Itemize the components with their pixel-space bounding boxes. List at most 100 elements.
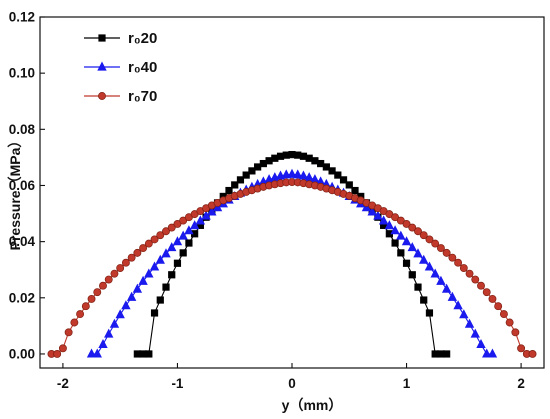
legend: r₀20 r₀40 r₀70 <box>84 30 157 105</box>
data-point <box>298 170 309 180</box>
data-point <box>156 296 164 304</box>
data-point <box>505 318 514 327</box>
data-point <box>109 318 120 328</box>
data-point <box>115 309 125 319</box>
legend-marker <box>98 92 106 100</box>
data-point <box>397 249 405 257</box>
data-point <box>430 268 440 278</box>
data-point <box>419 231 428 240</box>
data-point <box>225 186 233 195</box>
data-point <box>407 242 417 252</box>
y-tick-label: 0.04 <box>9 234 36 249</box>
data-point <box>499 310 508 319</box>
ticks-layer: 0.00 0.02 0.04 0.06 0.08 0.10 0.12 -2 -1 0 1 2 <box>9 10 525 392</box>
data-point <box>441 283 452 293</box>
data-point <box>442 248 451 257</box>
data-point <box>184 225 194 235</box>
data-point <box>401 236 412 246</box>
data-point <box>471 275 480 284</box>
data-point <box>242 171 250 179</box>
data-point <box>173 259 182 267</box>
data-point <box>104 275 113 284</box>
data-point <box>477 281 485 290</box>
data-point <box>476 338 486 349</box>
data-point <box>179 216 188 225</box>
data-point <box>448 253 457 262</box>
data-point <box>431 239 440 248</box>
data-point <box>339 176 348 184</box>
data-point <box>402 259 411 267</box>
data-point <box>517 344 526 353</box>
data-point <box>414 283 422 291</box>
data-point <box>145 350 153 358</box>
data-point <box>453 300 463 310</box>
legend-marker <box>98 34 106 42</box>
data-point <box>413 248 423 258</box>
x-tick-label: 2 <box>517 376 525 391</box>
data-point <box>104 328 114 338</box>
x-axis-title: y（mm） <box>282 397 343 413</box>
legend-label: r₀70 <box>128 88 157 105</box>
data-point <box>391 213 400 222</box>
data-point <box>454 258 463 267</box>
y-tick-label: 0.02 <box>9 290 35 305</box>
data-point <box>447 291 458 301</box>
data-point <box>156 231 165 240</box>
data-point <box>402 219 411 228</box>
data-point <box>487 348 498 358</box>
data-point <box>178 230 188 240</box>
data-point <box>396 216 405 225</box>
data-point <box>53 350 62 358</box>
data-point <box>470 328 480 338</box>
data-point <box>322 163 330 171</box>
data-point <box>86 348 97 358</box>
data-point <box>144 268 154 278</box>
data-point <box>64 328 73 337</box>
data-point <box>126 291 137 301</box>
data-point <box>162 227 170 236</box>
data-point <box>248 167 256 175</box>
data-point <box>378 215 389 225</box>
data-point <box>236 176 245 184</box>
data-point <box>408 223 417 232</box>
data-point <box>367 206 377 216</box>
data-point <box>419 254 429 264</box>
y-tick-label: 0.10 <box>9 66 35 81</box>
y-axis-title: Pressure（MPa） <box>7 134 23 251</box>
data-point <box>121 300 131 310</box>
data-point <box>528 350 537 358</box>
data-point <box>420 296 428 304</box>
data-point <box>92 348 102 358</box>
data-point <box>443 350 451 358</box>
data-point <box>138 275 148 285</box>
plot-frame <box>39 16 545 369</box>
data-point <box>133 248 142 257</box>
data-point <box>149 261 160 271</box>
data-point <box>87 294 96 303</box>
data-point <box>351 186 359 195</box>
y-tick-label: 0.00 <box>9 346 35 361</box>
data-point <box>139 244 148 253</box>
legend-label: r₀20 <box>128 30 157 47</box>
x-tick-label: 1 <box>403 376 411 391</box>
x-tick-label: -1 <box>171 376 183 391</box>
data-point <box>425 235 434 244</box>
data-point <box>384 220 395 230</box>
data-point <box>110 269 119 278</box>
x-tick-label: -2 <box>57 376 69 391</box>
data-point <box>231 181 239 189</box>
data-point <box>150 235 159 244</box>
data-point <box>172 236 183 246</box>
data-point <box>482 288 491 297</box>
y-tick-label: 0.12 <box>9 10 35 25</box>
data-point <box>459 309 469 319</box>
data-point <box>373 210 383 220</box>
data-point <box>287 168 297 178</box>
data-point <box>425 309 434 317</box>
data-point <box>293 169 303 179</box>
data-point <box>464 318 475 328</box>
data-point <box>328 167 336 175</box>
data-point <box>488 294 497 303</box>
legend-marker <box>97 61 107 71</box>
